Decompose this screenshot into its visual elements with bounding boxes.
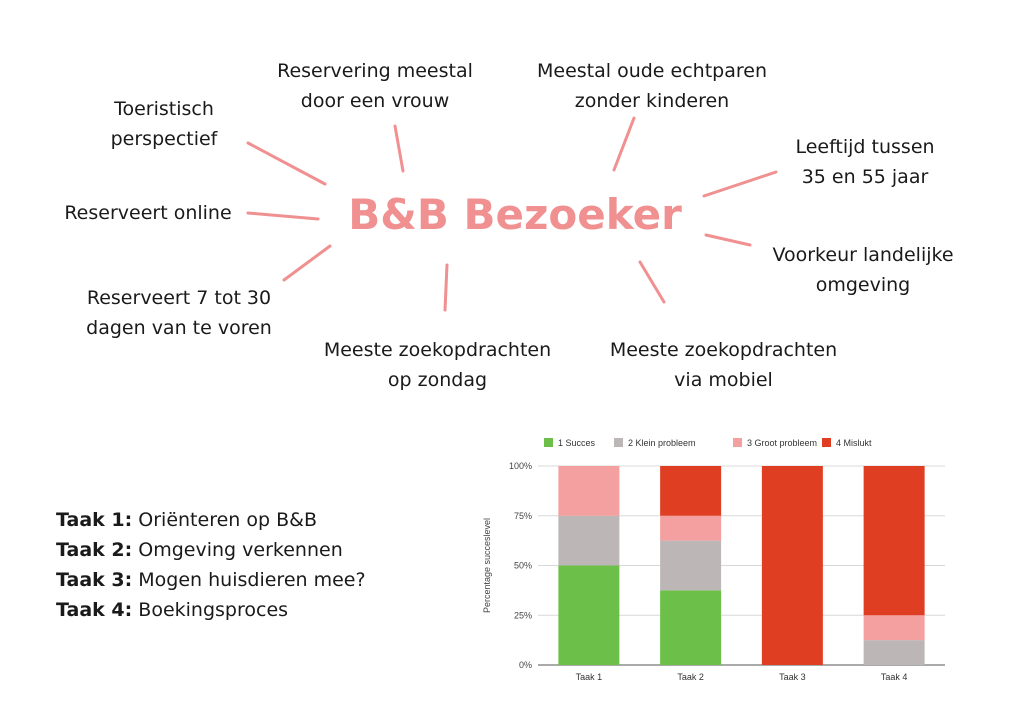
- stacked-bar-chart: 0% 25% 50% 75% 100% Percentage succeslevel Taa…: [482, 438, 945, 682]
- note-echtparen: Meestal oude echtparen zonder kinderen: [522, 56, 782, 116]
- note-online: Reserveert online: [56, 198, 240, 228]
- legend-label: 4 Mislukt: [836, 438, 872, 448]
- x-tick-label: Taak 4: [881, 672, 908, 682]
- bar-segment: [558, 466, 620, 516]
- bar-segment: [761, 466, 823, 665]
- task-text: Boekingsproces: [138, 599, 289, 621]
- bar-segment: [660, 515, 722, 541]
- connector-online: [246, 211, 320, 221]
- connector-echtparen: [612, 116, 636, 172]
- y-axis-label: Percentage succeslevel: [482, 518, 492, 613]
- y-tick-label: 100%: [509, 461, 532, 471]
- note-line: Meeste zoekopdrachten: [609, 339, 838, 361]
- task-text: Oriënteren op B&B: [138, 509, 317, 531]
- task-label: Taak 4:: [56, 599, 133, 621]
- y-tick-label: 75%: [514, 511, 532, 521]
- task-item: Taak 2: Omgeving verkennen: [56, 535, 366, 565]
- task-text: Mogen huisdieren mee?: [138, 569, 366, 591]
- note-zondag: Meeste zoekopdrachten op zondag: [310, 335, 565, 395]
- note-line: Reserveert 7 tot 30: [86, 287, 272, 309]
- y-tick-label: 25%: [514, 610, 532, 620]
- bar-segment: [660, 590, 722, 665]
- note-line: 35 en 55 jaar: [801, 166, 929, 188]
- note-dagen: Reserveert 7 tot 30 dagen van te voren: [74, 283, 284, 343]
- legend-label: 2 Klein probleem: [628, 438, 696, 448]
- note-line: Reserveert online: [64, 202, 232, 224]
- note-line: Toeristisch: [114, 98, 214, 120]
- legend-label: 1 Succes: [558, 438, 596, 448]
- task-item: Taak 3: Mogen huisdieren mee?: [56, 565, 366, 595]
- legend-label: 3 Groot probleem: [747, 438, 817, 448]
- note-leeftijd: Leeftijd tussen 35 en 55 jaar: [780, 132, 950, 192]
- note-line: Voorkeur landelijke: [772, 244, 954, 266]
- task-label: Taak 1:: [56, 509, 133, 531]
- note-line: perspectief: [110, 128, 218, 150]
- connector-reservering: [393, 124, 405, 173]
- task-list: Taak 1: Oriënteren op B&B Taak 2: Omgevi…: [56, 505, 366, 625]
- connector-dagen: [282, 244, 332, 282]
- note-landelijk: Voorkeur landelijke omgeving: [758, 240, 968, 300]
- note-reservering: Reservering meestal door een vrouw: [270, 56, 480, 116]
- bar-segment: [863, 615, 925, 641]
- connector-mobiel: [638, 260, 666, 304]
- connector-landelijk: [704, 233, 752, 247]
- legend-swatch: [544, 438, 553, 447]
- bar-segment: [558, 565, 620, 665]
- note-line: Reservering meestal: [277, 60, 473, 82]
- bar-segment: [863, 640, 925, 665]
- connector-zondag: [443, 263, 449, 312]
- x-tick-label: Taak 2: [677, 672, 704, 682]
- note-line: Meeste zoekopdrachten: [323, 339, 552, 361]
- legend-swatch: [614, 438, 623, 447]
- x-tick-label: Taak 3: [779, 672, 806, 682]
- y-tick-label: 0%: [519, 660, 532, 670]
- bar-segment: [660, 466, 722, 516]
- x-tick-label: Taak 1: [576, 672, 603, 682]
- diagram-title: B&B Bezoeker: [348, 190, 682, 239]
- task-label: Taak 2:: [56, 539, 133, 561]
- note-mobiel: Meeste zoekopdrachten via mobiel: [596, 335, 851, 395]
- connector-toeristisch: [246, 141, 327, 186]
- note-line: omgeving: [815, 274, 911, 296]
- note-line: op zondag: [387, 369, 488, 391]
- legend-swatch: [822, 438, 831, 447]
- y-tick-label: 50%: [514, 561, 532, 571]
- task-label: Taak 3:: [56, 569, 133, 591]
- note-line: zonder kinderen: [574, 90, 730, 112]
- note-line: dagen van te voren: [86, 317, 272, 339]
- task-text: Omgeving verkennen: [138, 539, 343, 561]
- legend-swatch: [733, 438, 742, 447]
- note-toeristisch: Toeristisch perspectief: [106, 94, 222, 154]
- note-line: door een vrouw: [300, 90, 450, 112]
- note-line: Leeftijd tussen: [795, 136, 935, 158]
- note-line: via mobiel: [674, 369, 773, 391]
- bar-segment: [660, 540, 722, 591]
- task-item: Taak 4: Boekingsproces: [56, 595, 366, 625]
- bar-segment: [558, 515, 620, 566]
- bar-segment: [863, 466, 925, 616]
- task-item: Taak 1: Oriënteren op B&B: [56, 505, 366, 535]
- note-line: Meestal oude echtparen: [537, 60, 767, 82]
- connector-leeftijd: [702, 170, 778, 198]
